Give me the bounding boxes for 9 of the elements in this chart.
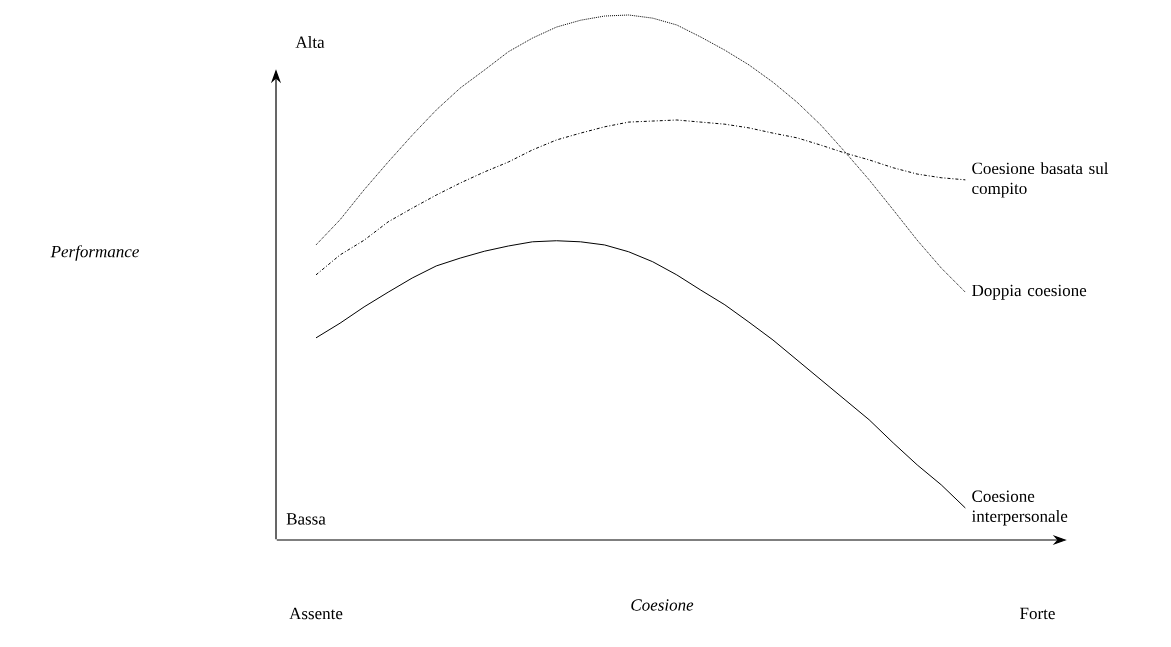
x-tick-label: Forte [1020, 607, 1055, 620]
series-label: Coesione basata sul compito [972, 162, 1109, 198]
series-label: Coesione interpersonale [971, 490, 1068, 526]
series-label: Doppia coesione [972, 284, 1087, 300]
annotation: Alta [295, 36, 325, 48]
x-tick-label: Assente [289, 607, 343, 620]
annotation: Bassa [286, 513, 326, 525]
x-axis-title: Coesione [631, 599, 694, 611]
text: Performance [50, 245, 139, 261]
